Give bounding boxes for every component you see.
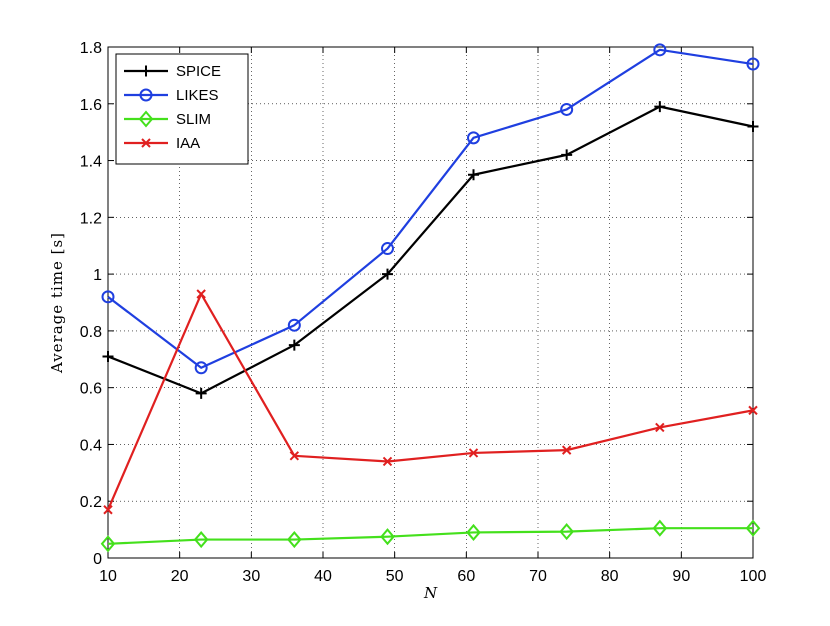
x-tick-label: 30	[242, 568, 260, 585]
data-point-iaa	[103, 505, 113, 515]
legend-marker-spice	[140, 65, 152, 77]
axis-ticks: 10 20 30 40 50 60 70 80 90 100 0 0.2 0.4 0.6 0.8 1 1.2 1.…	[80, 40, 767, 585]
data-point-iaa	[289, 451, 300, 461]
legend-label-likes: LIKES	[176, 87, 219, 104]
y-tick-label: 0.4	[80, 437, 102, 454]
legend-marker-likes	[139, 88, 153, 102]
x-tick-label: 60	[457, 568, 475, 585]
data-point-slim	[559, 523, 574, 541]
series-line-likes	[107, 48, 754, 369]
data-point-slim	[100, 535, 116, 553]
x-tick-label: 80	[601, 568, 619, 585]
data-point-spice	[468, 169, 479, 181]
data-point-spice	[561, 149, 573, 161]
x-tick-label: 100	[740, 568, 767, 585]
x-tick-label: 20	[171, 568, 189, 585]
legend-box	[115, 53, 249, 165]
y-tick-label: 0	[93, 551, 102, 568]
data-point-spice	[102, 350, 114, 362]
x-tick-label: 70	[529, 568, 547, 585]
data-point-slim	[652, 519, 668, 537]
y-tick-label: 1.4	[80, 154, 102, 171]
y-tick-label: 0.8	[80, 324, 102, 341]
legend-marker-slim	[138, 110, 154, 128]
data-point-likes	[653, 43, 667, 57]
legend-label-spice: SPICE	[176, 63, 221, 80]
y-tick-label: 1.6	[80, 97, 102, 114]
y-tick-label: 0.2	[80, 494, 102, 511]
data-point-likes	[560, 102, 574, 116]
series-slim	[100, 519, 761, 553]
data-point-slim	[745, 519, 761, 537]
series-iaa	[103, 289, 758, 515]
data-point-spice	[382, 268, 393, 280]
y-axis-label: Average time [s]	[48, 232, 66, 374]
data-point-spice	[288, 339, 300, 351]
data-point-iaa	[382, 456, 393, 467]
data-point-likes	[746, 57, 760, 71]
data-point-spice	[654, 101, 666, 113]
data-point-iaa	[655, 422, 665, 433]
y-tick-label: 1.2	[80, 210, 102, 227]
data-point-slim	[466, 523, 481, 541]
x-axis-label: N	[423, 584, 438, 602]
data-point-iaa	[748, 405, 758, 416]
series-line-spice	[107, 105, 754, 395]
series-likes	[101, 43, 760, 375]
legend-marker-iaa	[141, 138, 151, 148]
data-point-spice	[195, 387, 207, 399]
series-spice	[102, 101, 759, 399]
y-tick-label: 1	[93, 267, 102, 284]
data-point-likes	[101, 290, 115, 304]
data-point-likes	[287, 318, 301, 332]
legend-label-iaa: IAA	[176, 135, 200, 152]
series-line-iaa	[106, 292, 754, 511]
y-tick-label: 0.6	[80, 381, 102, 398]
data-point-slim	[193, 531, 209, 549]
legend-label-slim: SLIM	[176, 111, 211, 128]
data-point-iaa	[468, 448, 479, 458]
data-point-likes	[381, 242, 394, 256]
data-point-spice	[747, 120, 759, 132]
x-tick-label: 40	[314, 568, 332, 585]
y-tick-label: 1.8	[80, 40, 102, 57]
data-point-likes	[194, 361, 208, 375]
series-line-slim	[107, 527, 753, 545]
data-point-likes	[467, 131, 480, 145]
x-tick-label: 10	[99, 568, 117, 585]
data-point-slim	[380, 528, 395, 546]
x-tick-label: 90	[672, 568, 690, 585]
x-tick-label: 50	[386, 568, 404, 585]
data-point-iaa	[196, 289, 206, 299]
data-point-slim	[287, 531, 302, 549]
data-point-iaa	[561, 445, 572, 455]
series-group	[100, 43, 761, 553]
legend: SPICE LIKES SLIM IAA	[115, 53, 249, 165]
